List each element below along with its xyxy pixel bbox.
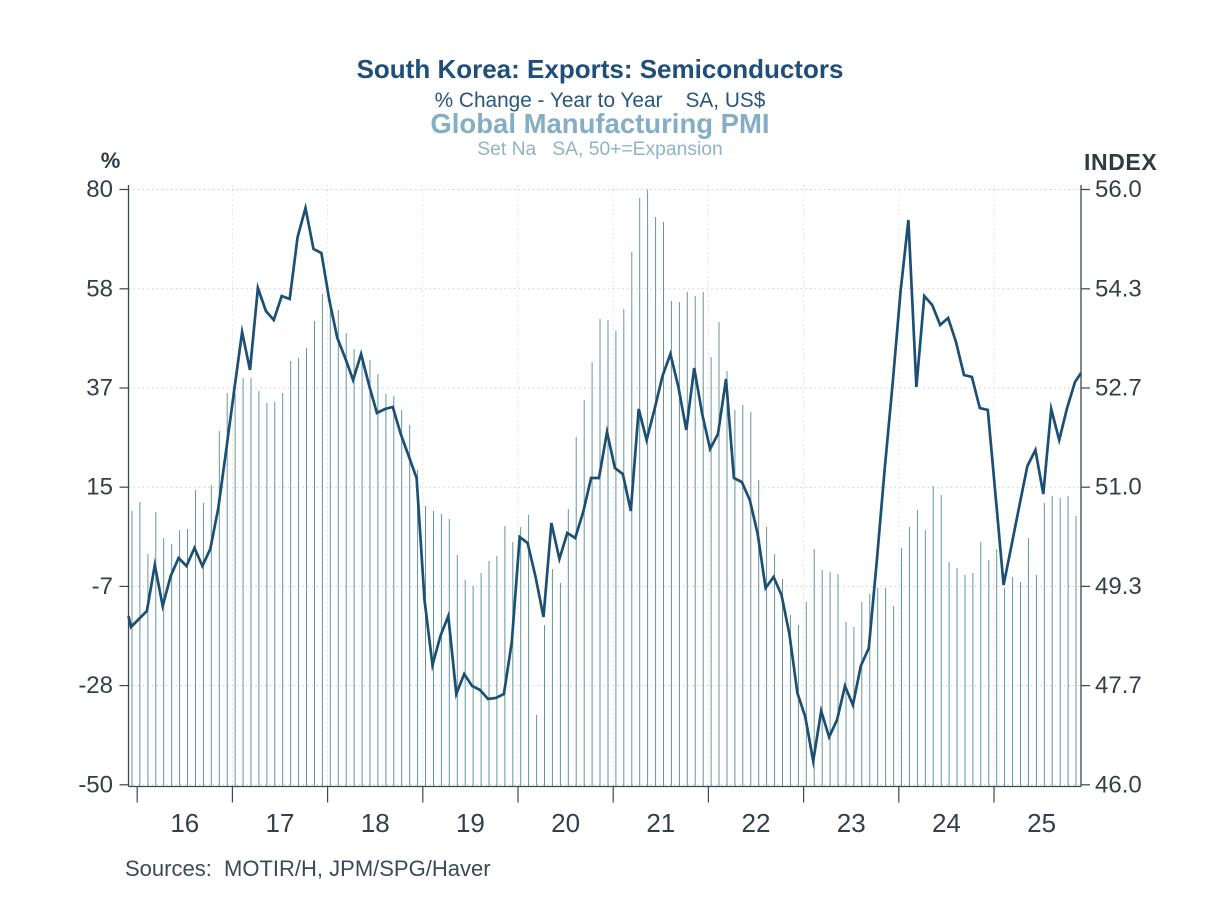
svg-text:South Korea: Exports: Semicond: South Korea: Exports: Semiconductors <box>357 54 844 84</box>
svg-text:23: 23 <box>837 808 866 838</box>
svg-text:56.0: 56.0 <box>1095 176 1142 203</box>
svg-text:-7: -7 <box>92 573 113 600</box>
svg-text:INDEX: INDEX <box>1084 149 1157 175</box>
svg-text:47.7: 47.7 <box>1095 672 1142 699</box>
svg-text:52.7: 52.7 <box>1095 375 1142 402</box>
svg-text:Global Manufacturing PMI: Global Manufacturing PMI <box>430 108 769 139</box>
svg-text:46.0: 46.0 <box>1095 771 1142 798</box>
svg-text:17: 17 <box>266 808 295 838</box>
svg-text:16: 16 <box>170 808 199 838</box>
svg-text:%: % <box>101 148 121 173</box>
svg-text:15: 15 <box>86 474 113 501</box>
svg-text:Set Na SA, 50+=Expansion: Set Na SA, 50+=Expansion <box>477 139 722 160</box>
svg-text:24: 24 <box>932 808 961 838</box>
svg-text:58: 58 <box>86 275 113 302</box>
svg-text:22: 22 <box>742 808 771 838</box>
svg-text:21: 21 <box>646 808 675 838</box>
svg-text:49.3: 49.3 <box>1095 573 1142 600</box>
svg-text:25: 25 <box>1027 808 1056 838</box>
svg-text:80: 80 <box>86 176 113 203</box>
svg-text:51.0: 51.0 <box>1095 474 1142 501</box>
svg-text:37: 37 <box>86 375 113 402</box>
svg-text:54.3: 54.3 <box>1095 275 1142 302</box>
svg-text:18: 18 <box>361 808 390 838</box>
svg-text:Sources: MOTIR/H, JPM/SPG/Hav: Sources: MOTIR/H, JPM/SPG/Haver <box>125 856 491 881</box>
svg-text:-28: -28 <box>78 672 113 699</box>
svg-text:-50: -50 <box>78 771 113 798</box>
svg-text:19: 19 <box>456 808 485 838</box>
svg-text:20: 20 <box>551 808 580 838</box>
svg-text:% Change - Year to Year SA,: % Change - Year to Year SA, US$ <box>435 89 766 112</box>
